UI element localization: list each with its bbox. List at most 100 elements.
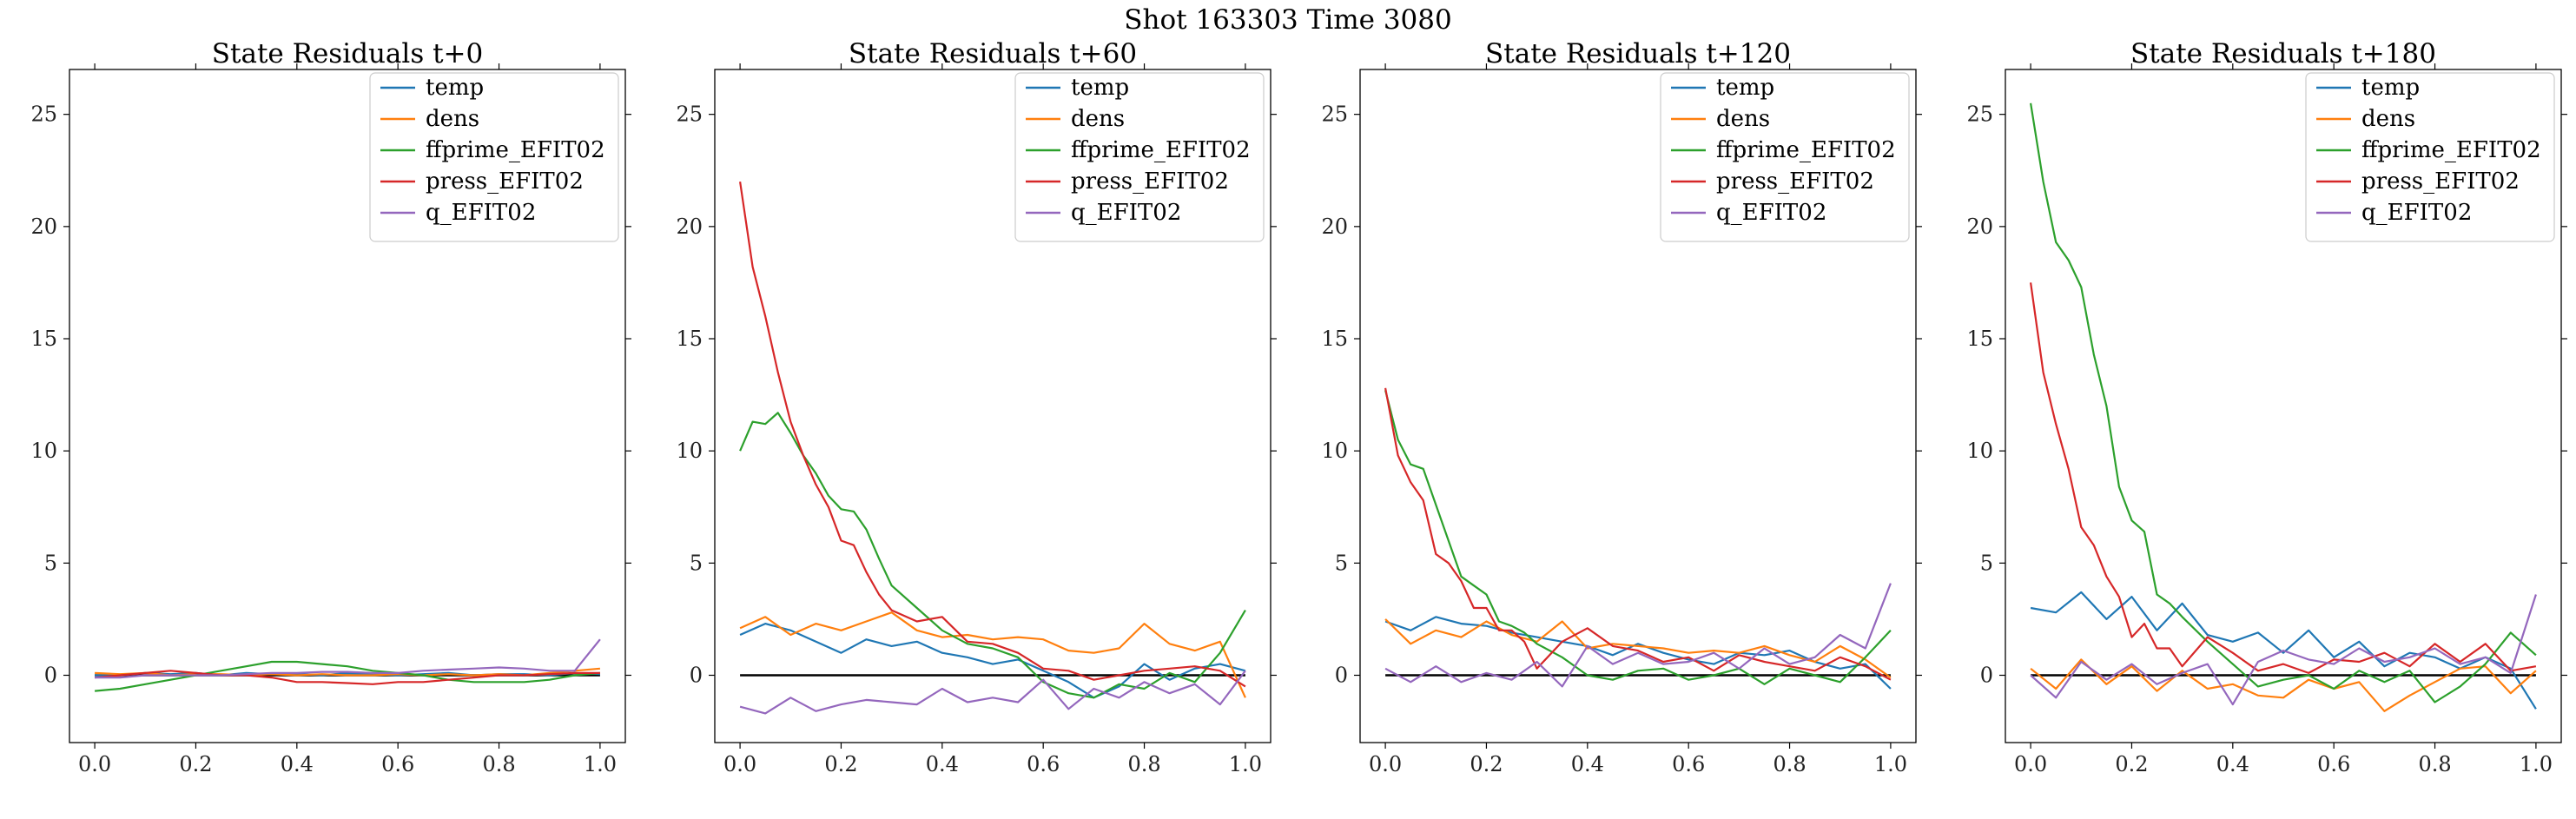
legend-label: ffprime_EFIT02 <box>2361 137 2541 163</box>
axes-frame <box>69 69 626 743</box>
y-tick-label: 5 <box>44 551 57 575</box>
legend-label: ffprime_EFIT02 <box>1716 137 1896 163</box>
legend-box <box>369 72 619 242</box>
x-tick-label: 0.2 <box>1470 752 1503 776</box>
legend-label: dens <box>426 106 479 132</box>
figure-suptitle: Shot 163303 Time 3080 <box>1124 4 1451 36</box>
series-line-temp <box>2030 591 2537 710</box>
x-tick-label: 0.0 <box>1369 752 1402 776</box>
subplot-panel: State Residuals t+60 0.0 0.2 0.4 0.6 0.8 1.0 0 5… <box>676 38 1277 776</box>
legend-box <box>2305 72 2555 242</box>
legend-label: press_EFIT02 <box>1716 168 1874 195</box>
y-tick-label: 10 <box>30 439 57 463</box>
series-lines <box>95 638 601 692</box>
legend-label: temp <box>426 75 484 101</box>
y-tick-label: 15 <box>1321 327 1348 351</box>
legend-label: q_EFIT02 <box>2361 200 2472 226</box>
series-lines <box>2030 102 2537 712</box>
x-tick-label: 0.4 <box>281 752 314 776</box>
legend-label: dens <box>1716 106 1770 132</box>
series-line-q_EFIT02 <box>2030 594 2537 706</box>
series-line-ffprime_EFIT02 <box>1384 390 1892 685</box>
legend: temp dens ffprime_EFIT02 press_EFIT02 q_EFIT… <box>2305 72 2555 242</box>
y-tick-label: 20 <box>1321 215 1348 239</box>
legend: temp dens ffprime_EFIT02 press_EFIT02 q_EFIT… <box>1014 72 1265 242</box>
x-tick-label: 0.8 <box>482 752 515 776</box>
series-line-dens <box>2030 658 2537 712</box>
y-tick-label: 0 <box>690 664 703 688</box>
subplot-grid: State Residuals t+0 0.0 0.2 0.4 0.6 0.8 1.0 0 5 1… <box>30 38 2567 776</box>
legend-label: press_EFIT02 <box>426 168 584 195</box>
axes-frame <box>2005 69 2562 743</box>
legend-label: q_EFIT02 <box>1071 200 1181 226</box>
x-tick-label: 1.0 <box>584 752 617 776</box>
legend-label: temp <box>1071 75 1129 101</box>
x-tick-label: 1.0 <box>1229 752 1262 776</box>
legend-box <box>1660 72 1910 242</box>
y-tick-label: 10 <box>1321 439 1348 463</box>
legend-label: temp <box>1716 75 1774 101</box>
subplot-panel: State Residuals t+0 0.0 0.2 0.4 0.6 0.8 1.0 0 5 1… <box>30 38 631 776</box>
series-line-q_EFIT02 <box>739 670 1246 715</box>
legend-label: dens <box>2361 106 2415 132</box>
legend-label: dens <box>1071 106 1125 132</box>
legend-label: press_EFIT02 <box>2361 168 2520 195</box>
x-tick-label: 0.6 <box>1027 752 1060 776</box>
y-tick-label: 25 <box>30 102 57 127</box>
y-tick-label: 15 <box>1966 327 1993 351</box>
axes-frame <box>714 69 1271 743</box>
panel-title: State Residuals t+0 <box>212 38 483 69</box>
y-tick-label: 5 <box>1335 551 1348 575</box>
subplot-panel: State Residuals t+120 0.0 0.2 0.4 0.6 0.8 1.0 0… <box>1321 38 1922 776</box>
legend-label: q_EFIT02 <box>426 200 536 226</box>
y-tick-label: 0 <box>1335 664 1348 688</box>
x-tick-label: 1.0 <box>1874 752 1907 776</box>
panel-title: State Residuals t+120 <box>1485 38 1791 69</box>
series-lines <box>1384 387 1892 690</box>
x-tick-label: 0.0 <box>2014 752 2047 776</box>
legend-label: ffprime_EFIT02 <box>426 137 605 163</box>
y-tick-label: 15 <box>30 327 57 351</box>
legend-label: q_EFIT02 <box>1716 200 1826 226</box>
y-tick-label: 15 <box>676 327 703 351</box>
y-tick-label: 25 <box>1966 102 1993 127</box>
series-lines <box>739 182 1246 715</box>
x-tick-label: 0.4 <box>1571 752 1604 776</box>
axes-frame <box>1359 69 1917 743</box>
y-tick-label: 20 <box>1966 215 1993 239</box>
legend-label: temp <box>2361 75 2420 101</box>
y-tick-label: 10 <box>1966 439 1993 463</box>
x-tick-label: 0.4 <box>2216 752 2249 776</box>
y-tick-label: 5 <box>1980 551 1993 575</box>
series-line-ffprime_EFIT02 <box>95 660 600 692</box>
y-tick-label: 10 <box>676 439 703 463</box>
x-tick-label: 0.6 <box>381 752 414 776</box>
panel-title: State Residuals t+180 <box>2130 38 2436 69</box>
x-tick-label: 0.2 <box>824 752 857 776</box>
y-tick-label: 0 <box>44 664 57 688</box>
y-tick-label: 5 <box>690 551 703 575</box>
x-tick-label: 0.8 <box>1127 752 1160 776</box>
legend: temp dens ffprime_EFIT02 press_EFIT02 q_EFIT… <box>1660 72 1910 242</box>
legend-label: press_EFIT02 <box>1071 168 1229 195</box>
legend-box <box>1014 72 1265 242</box>
legend-label: ffprime_EFIT02 <box>1071 137 1251 163</box>
series-line-press_EFIT02 <box>1384 387 1892 681</box>
x-tick-label: 0.6 <box>2317 752 2350 776</box>
x-tick-label: 0.8 <box>1773 752 1806 776</box>
x-tick-label: 0.8 <box>2418 752 2451 776</box>
x-tick-label: 0.6 <box>1672 752 1705 776</box>
subplot-panel: State Residuals t+180 0.0 0.2 0.4 0.6 0.8 1.0 0… <box>1966 38 2567 776</box>
x-tick-label: 0.2 <box>2115 752 2148 776</box>
series-line-ffprime_EFIT02 <box>2030 102 2537 703</box>
x-tick-label: 1.0 <box>2520 752 2553 776</box>
legend: temp dens ffprime_EFIT02 press_EFIT02 q_EFIT… <box>369 72 619 242</box>
series-line-temp <box>739 622 1246 699</box>
series-line-press_EFIT02 <box>95 670 600 685</box>
y-tick-label: 25 <box>676 102 703 127</box>
y-tick-label: 20 <box>30 215 57 239</box>
series-line-q_EFIT02 <box>95 638 601 679</box>
y-tick-label: 25 <box>1321 102 1348 127</box>
series-line-dens <box>739 611 1246 698</box>
